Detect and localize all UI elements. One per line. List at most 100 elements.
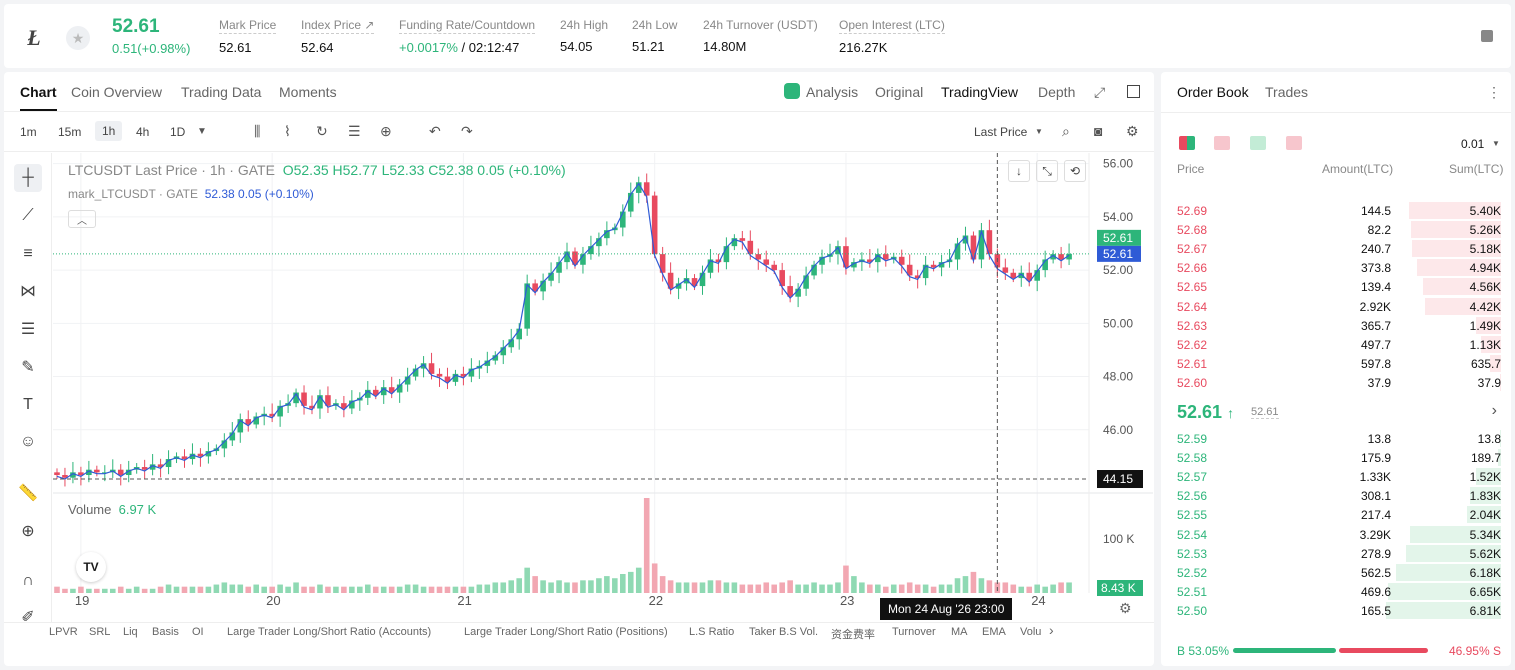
search-icon[interactable]: ⌕ (1062, 123, 1070, 139)
crosshair-tool-icon[interactable]: ┼ (14, 164, 42, 192)
ask-row[interactable]: 52.60 37.9 37.9 (1161, 373, 1511, 392)
tab-trading-data[interactable]: Trading Data (181, 84, 262, 100)
ruler-tool-icon[interactable]: 📏 (18, 485, 38, 502)
templates-icon[interactable]: ☰ (348, 123, 361, 139)
tf-15m[interactable]: 15m (58, 125, 82, 139)
brush-tool-icon[interactable]: ✎ (21, 359, 35, 376)
tab-moments[interactable]: Moments (279, 84, 337, 100)
stat-mark-price[interactable]: Mark Price 52.61 (219, 18, 277, 55)
stat-open-interest[interactable]: Open Interest (LTC) 216.27K (839, 18, 945, 55)
ask-row[interactable]: 52.65 139.4 4.56K (1161, 277, 1511, 296)
tf-4h[interactable]: 4h (136, 125, 150, 139)
ask-row[interactable]: 52.69 144.5 5.40K (1161, 201, 1511, 220)
bid-row[interactable]: 52.58 175.9 189.7 (1161, 448, 1511, 467)
bid-row[interactable]: 52.53 278.9 5.62K (1161, 544, 1511, 563)
tab-chart[interactable]: Chart (20, 84, 57, 111)
view-bids-icon[interactable] (1250, 136, 1266, 150)
indicator-item[interactable]: MA (951, 626, 968, 638)
tf-dropdown-icon[interactable]: ▼ (197, 126, 207, 137)
fib-tool-icon[interactable]: ☰ (20, 321, 36, 338)
bid-row[interactable]: 52.52 562.5 6.18K (1161, 563, 1511, 582)
indicator-item[interactable]: Basis (152, 626, 179, 638)
view-original[interactable]: Original (875, 84, 924, 100)
tradingview-logo-icon[interactable]: TV (76, 552, 106, 582)
indicator-item[interactable]: EMA (982, 626, 1006, 638)
collapse-legend-button[interactable]: ︿ (68, 210, 96, 228)
emoji-tool-icon[interactable]: ☺ (19, 433, 37, 450)
add-indicator-icon[interactable]: ⊕ (380, 123, 392, 139)
row-amount: 365.7 (1360, 318, 1391, 333)
more-menu-icon[interactable]: ⋮ (1487, 84, 1501, 100)
fullscreen-icon[interactable] (1127, 85, 1140, 98)
book-icon[interactable] (1481, 30, 1493, 42)
trendline-tool-icon[interactable]: ⟋ (22, 207, 34, 224)
pencil-tool-icon[interactable]: ✐ (21, 609, 35, 626)
view-depth[interactable]: Depth (1038, 84, 1076, 100)
view-tradingview[interactable]: TradingView (941, 84, 1019, 100)
indicators-icon[interactable]: ⌇ (284, 123, 291, 139)
indicator-item[interactable]: Turnover (892, 626, 936, 638)
tf-1m[interactable]: 1m (20, 125, 37, 139)
candle-type-icon[interactable]: ⫼ (254, 123, 261, 139)
view-both-icon[interactable] (1179, 136, 1195, 150)
zoom-tool-icon[interactable]: ⊕ (21, 523, 35, 540)
reset-view-button[interactable]: ⟲ (1064, 160, 1086, 182)
ask-row[interactable]: 52.68 82.2 5.26K (1161, 220, 1511, 239)
tf-1d[interactable]: 1D (170, 125, 186, 139)
indicator-item[interactable]: Large Trader Long/Short Ratio (Accounts) (227, 626, 432, 638)
bid-row[interactable]: 52.50 165.5 6.81K (1161, 601, 1511, 620)
view-analysis[interactable]: Analysis (806, 84, 859, 100)
bid-row[interactable]: 52.54 3.29K 5.34K (1161, 525, 1511, 544)
camera-icon[interactable]: ◙ (1094, 123, 1103, 139)
volume-bar (843, 565, 849, 593)
text-tool-icon[interactable]: T (23, 396, 33, 413)
stat-index-price[interactable]: Index Price ↗ 52.64 (301, 18, 375, 55)
pattern-tool-icon[interactable]: ⋈ (20, 283, 36, 300)
indicator-item[interactable]: LPVR (49, 626, 78, 638)
price-type-select[interactable]: Last Price (974, 125, 1028, 139)
indicator-item[interactable]: 资金费率 (831, 629, 875, 641)
tf-1h[interactable]: 1h (95, 121, 123, 141)
ask-row[interactable]: 52.64 2.92K 4.42K (1161, 297, 1511, 316)
precision-select[interactable]: 0.01 (1461, 137, 1485, 151)
indicator-item[interactable]: Liq (123, 626, 138, 638)
collapse-button[interactable]: ⤡ (1036, 160, 1058, 182)
tab-order-book[interactable]: Order Book (1177, 84, 1249, 100)
expand-icon[interactable]: ⤢ (1094, 84, 1106, 100)
favorite-star-icon[interactable]: ★ (66, 26, 90, 50)
bid-row[interactable]: 52.57 1.33K 1.52K (1161, 467, 1511, 486)
undo-icon[interactable]: ↶ (429, 123, 441, 139)
settings-gear-icon[interactable]: ⚙ (1126, 123, 1139, 139)
ask-row[interactable]: 52.67 240.7 5.18K (1161, 239, 1511, 258)
ask-row[interactable]: 52.63 365.7 1.49K (1161, 316, 1511, 335)
indicator-item[interactable]: OI (192, 626, 204, 638)
view-compact-icon[interactable] (1286, 136, 1302, 150)
price-chart[interactable]: 56.00 54.00 52.00 50.00 48.00 46.00 19 20 21 22 23… (53, 153, 1153, 623)
row-price: 52.56 (1177, 489, 1208, 504)
view-asks-icon[interactable] (1214, 136, 1230, 150)
chart-settings-icon[interactable]: ⚙ (1119, 600, 1132, 616)
replay-icon[interactable]: ↻ (316, 123, 328, 139)
indicator-item[interactable]: Volu (1020, 626, 1042, 638)
scroll-down-button[interactable]: ↓ (1008, 160, 1030, 182)
indicator-item[interactable]: L.S Ratio (689, 626, 735, 638)
tab-trades[interactable]: Trades (1265, 84, 1309, 100)
bid-row[interactable]: 52.59 13.8 13.8 (1161, 429, 1511, 448)
mid-chevron-icon[interactable]: › (1491, 402, 1497, 419)
parallel-channel-tool-icon[interactable]: ≡ (23, 245, 33, 262)
tab-coin-overview[interactable]: Coin Overview (71, 84, 163, 100)
ask-row[interactable]: 52.61 597.8 635.7 (1161, 354, 1511, 373)
indicator-item[interactable]: Taker B.S Vol. (749, 626, 819, 638)
indicator-item[interactable]: Large Trader Long/Short Ratio (Positions… (464, 626, 668, 638)
bid-row[interactable]: 52.55 217.4 2.04K (1161, 505, 1511, 524)
ask-row[interactable]: 52.62 497.7 1.13K (1161, 335, 1511, 354)
bid-row[interactable]: 52.56 308.1 1.83K (1161, 486, 1511, 505)
bid-row[interactable]: 52.51 469.6 6.65K (1161, 582, 1511, 601)
magnet-tool-icon[interactable]: ∩ (22, 572, 34, 589)
redo-icon[interactable]: ↷ (461, 123, 473, 139)
ask-row[interactable]: 52.66 373.8 4.94K (1161, 258, 1511, 277)
volume-bar (691, 582, 698, 593)
indicator-item[interactable]: SRL (89, 626, 111, 638)
indicator-next-icon[interactable]: › (1049, 622, 1054, 638)
stat-funding-rate[interactable]: Funding Rate/Countdown +0.0017% / 02:12:… (399, 18, 536, 55)
